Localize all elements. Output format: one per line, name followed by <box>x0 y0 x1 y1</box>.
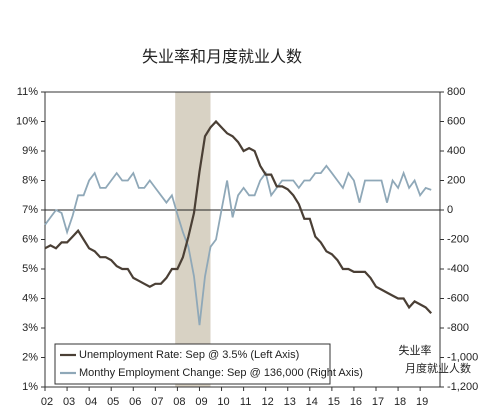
legend-box <box>54 343 331 385</box>
x-tick-label: 15 <box>328 396 340 408</box>
x-tick-label: 08 <box>173 396 185 408</box>
y2-tick-label: 600 <box>447 115 465 127</box>
x-tick-label: 12 <box>262 396 274 408</box>
series-line <box>44 119 433 315</box>
x-tick-label: 07 <box>151 396 163 408</box>
y-tick-label: 10% <box>16 115 38 127</box>
y2-tick-label: 400 <box>447 145 465 157</box>
y2-tick-label: -800 <box>447 322 469 334</box>
x-tick-label: 02 <box>41 396 53 408</box>
y2-tick-label: -400 <box>447 263 469 275</box>
y-tick-label: 7% <box>22 204 38 216</box>
x-tick-label: 03 <box>63 396 75 408</box>
y-tick-label: 5% <box>22 263 38 275</box>
series-line <box>44 164 432 326</box>
y2-tick-label: -1,000 <box>447 351 478 363</box>
x-tick-label: 17 <box>372 396 384 408</box>
y2-tick-label: -200 <box>447 233 469 245</box>
x-tick-label: 18 <box>394 396 406 408</box>
x-tick-label: 05 <box>107 396 119 408</box>
chart-title: 失业率和月度就业人数 <box>142 48 302 66</box>
legend-label: Unemployment Rate: Sep @ 3.5% (Left Axis… <box>79 349 299 361</box>
y-tick-label: 6% <box>22 233 38 245</box>
x-tick-label: 04 <box>85 396 97 408</box>
x-tick-label: 10 <box>217 396 229 408</box>
x-tick-label: 14 <box>306 396 318 408</box>
y-tick-label: 11% <box>17 86 38 98</box>
y-tick-label: 9% <box>22 145 38 157</box>
y2-tick-label: -1,200 <box>447 381 478 393</box>
y-tick-label: 2% <box>22 351 38 363</box>
legend-label: Monthy Employment Change: Sep @ 136,000 … <box>79 367 363 379</box>
x-tick-label: 09 <box>195 396 207 408</box>
x-tick-label: 19 <box>416 396 428 408</box>
y-tick-label: 4% <box>22 292 38 304</box>
series-label: 月度就业人数 <box>405 361 471 375</box>
x-tick-label: 13 <box>284 396 296 408</box>
y-tick-label: 8% <box>22 174 38 186</box>
y2-tick-label: -600 <box>447 292 469 304</box>
x-tick-label: 11 <box>240 396 251 408</box>
y2-tick-label: 200 <box>447 174 465 186</box>
series-label: 失业率 <box>399 343 432 357</box>
x-tick-label: 16 <box>350 396 362 408</box>
plot-frame <box>44 91 441 388</box>
x-tick-label: 06 <box>129 396 141 408</box>
y2-tick-label: 800 <box>447 86 465 98</box>
y-tick-label: 1% <box>22 381 38 393</box>
y2-tick-label: 0 <box>447 204 453 216</box>
y-tick-label: 3% <box>22 322 38 334</box>
